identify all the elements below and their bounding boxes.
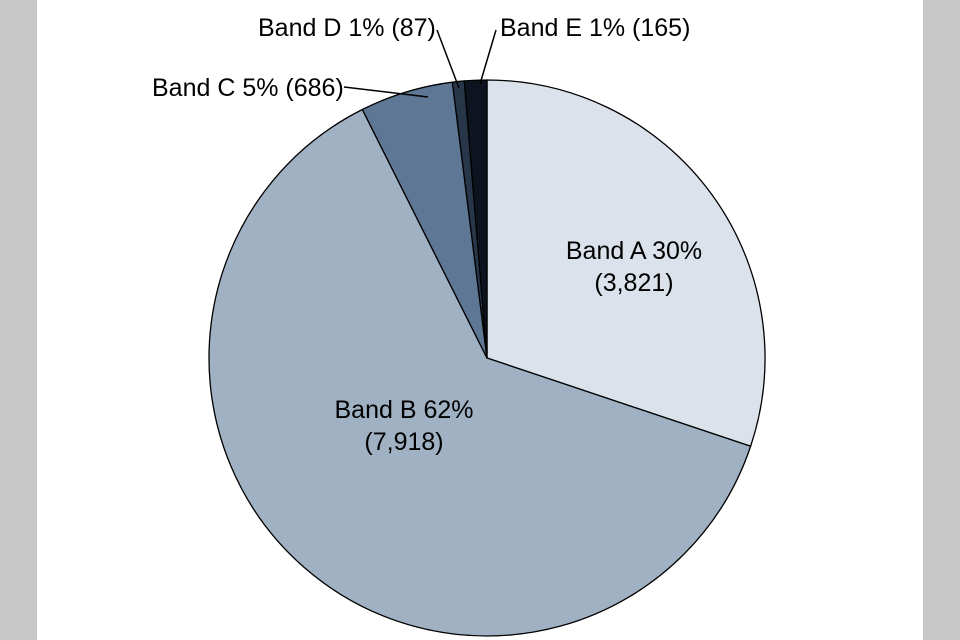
label-band-e: Band E 1% (165) [500, 14, 691, 42]
pie-slice-band-b [208, 108, 752, 637]
right-edge-gutter [923, 0, 960, 640]
label-band-c: Band C 5% (686) [152, 74, 344, 102]
leader-line-band-e [479, 29, 497, 85]
pie-slice-band-a [486, 79, 766, 447]
pie-slice-band-e [463, 79, 488, 359]
label-band-a-line2: (3,821) [594, 269, 674, 297]
label-band-b: Band B 62% (7,918) [335, 394, 474, 458]
leader-line-band-c [343, 86, 429, 98]
label-band-a-line1: Band A 30% [565, 237, 703, 265]
left-edge-gutter [0, 0, 37, 640]
pie-slices-layer [208, 79, 766, 637]
leader-lines [343, 29, 497, 98]
label-band-b-line1: Band B 62% [334, 396, 474, 424]
label-band-b-line2: (7,918) [364, 428, 444, 456]
label-band-a: Band A 30% (3,821) [566, 235, 702, 299]
label-band-d: Band D 1% (87) [258, 14, 436, 42]
leader-line-band-d [436, 29, 460, 89]
